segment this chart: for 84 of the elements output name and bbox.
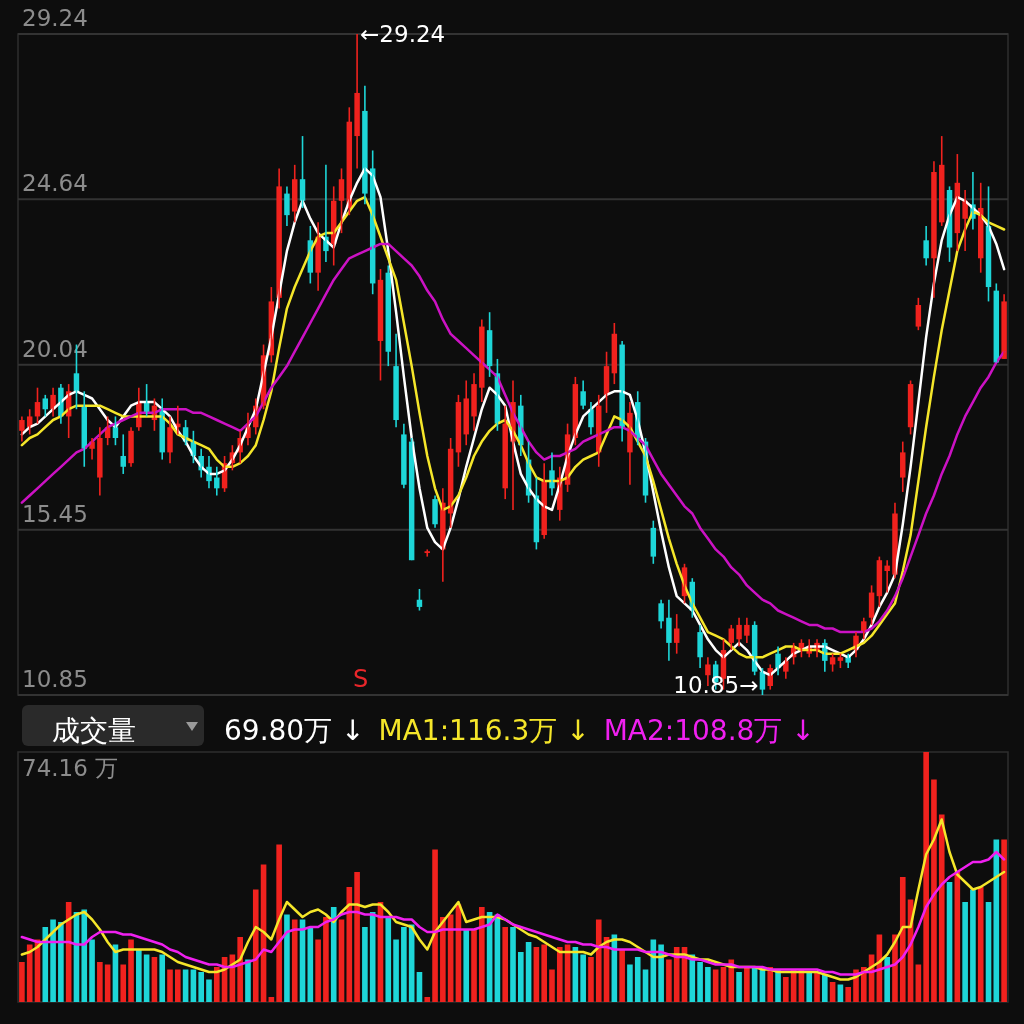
bar (159, 954, 166, 1002)
bar (385, 917, 392, 1002)
bar (213, 967, 220, 1002)
bar (822, 974, 828, 1002)
bar (432, 849, 438, 1002)
bar (315, 939, 321, 1002)
bar (744, 967, 750, 1002)
bar (323, 917, 329, 1002)
bar (595, 919, 602, 1002)
bar (479, 907, 485, 1002)
bar (42, 927, 49, 1002)
y-tick-label: 15.45 (22, 500, 88, 527)
bar (175, 969, 181, 1002)
bar (128, 939, 134, 1002)
bar (510, 927, 516, 1002)
bar (245, 959, 251, 1002)
bar (517, 952, 524, 1002)
bar (291, 919, 298, 1002)
bar (666, 959, 672, 1002)
bar (58, 922, 64, 1002)
bar (471, 929, 477, 1002)
bar (252, 889, 259, 1002)
bar (346, 887, 353, 1002)
bar (705, 967, 711, 1002)
bar (401, 927, 407, 1002)
bar (814, 972, 820, 1002)
y-tick-label: 29.24 (22, 5, 88, 31)
bar (884, 957, 890, 1002)
annotation: S (353, 665, 369, 693)
bar (440, 917, 446, 1002)
bar (354, 872, 360, 1002)
text: 69.80万 ↓ (224, 714, 365, 747)
bar (697, 962, 703, 1002)
bar (673, 947, 680, 1002)
bar (330, 907, 337, 1002)
bar (393, 939, 399, 1002)
annotation: ←29.24 (360, 21, 446, 47)
bar (588, 957, 594, 1002)
bar (502, 927, 509, 1002)
bar (556, 947, 563, 1002)
bar (206, 979, 212, 1002)
bar (767, 967, 774, 1002)
bar (120, 964, 127, 1002)
bar (860, 967, 867, 1002)
bar (276, 844, 282, 1002)
bar (783, 977, 789, 1002)
bar (736, 972, 742, 1002)
bar (284, 914, 290, 1002)
bar (549, 969, 555, 1002)
annotation: 74.16 万 (22, 755, 119, 781)
bar (806, 972, 813, 1002)
bar (541, 944, 547, 1002)
bar (580, 954, 586, 1002)
bar (619, 949, 625, 1002)
bar (81, 909, 88, 1002)
bar (938, 814, 945, 1002)
bar (1001, 839, 1007, 1002)
bar (89, 939, 95, 1002)
text: MA1:116.3万 ↓ (378, 714, 590, 747)
bar (237, 937, 243, 1002)
bar (198, 972, 204, 1002)
bar (977, 887, 984, 1002)
bar (899, 877, 906, 1002)
bar (463, 929, 470, 1002)
bar (97, 962, 103, 1002)
bar (931, 779, 937, 1002)
y-tick-label: 10.85 (22, 666, 88, 692)
bar (845, 987, 851, 1002)
bar (136, 949, 142, 1002)
bar (923, 752, 929, 1002)
bar (362, 927, 368, 1002)
annotation: 10.85→ (673, 672, 759, 698)
text: MA2:108.8万 ↓ (603, 714, 815, 747)
bar (970, 889, 976, 1002)
bar (424, 997, 431, 1002)
y-tick-label: 24.64 (22, 170, 88, 197)
bar (19, 962, 25, 1002)
bar (962, 902, 968, 1002)
chart-title: 成交量 (52, 714, 136, 747)
bar (634, 957, 641, 1002)
bar (50, 919, 56, 1002)
bar (167, 969, 173, 1002)
bar (658, 944, 664, 1002)
bar (627, 964, 633, 1002)
